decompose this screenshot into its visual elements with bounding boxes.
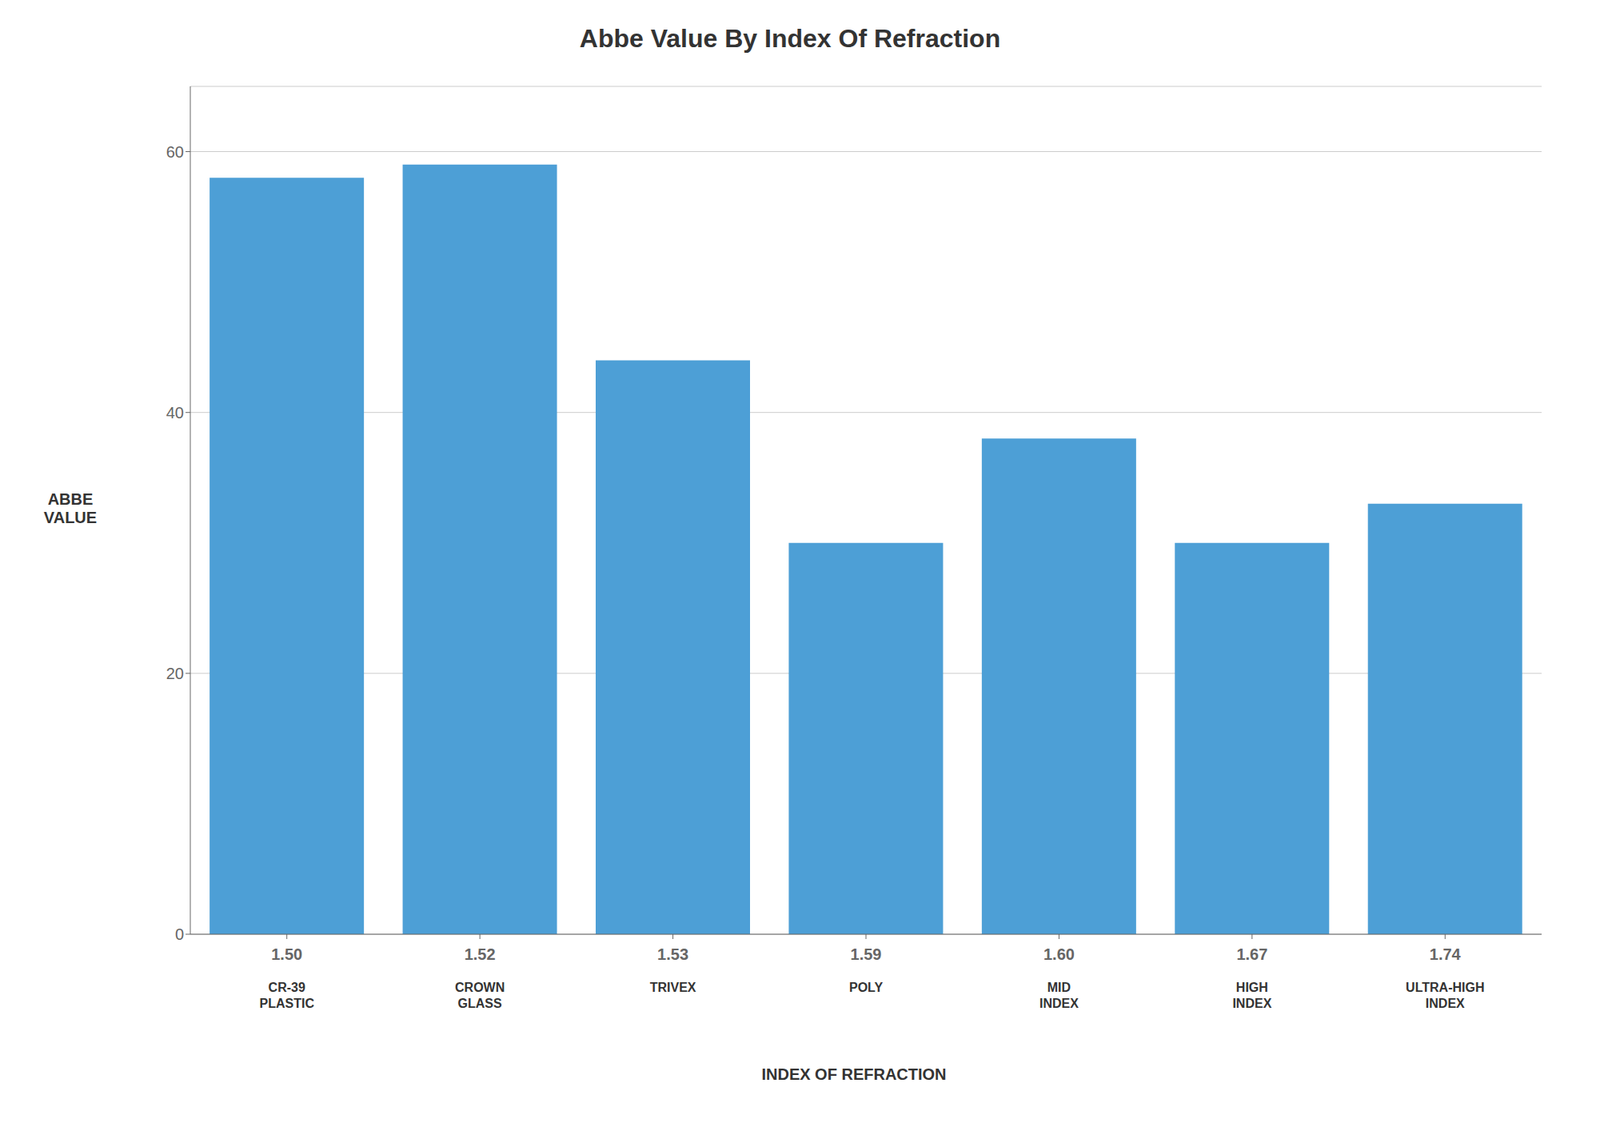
svg-text:1.59: 1.59	[850, 945, 882, 963]
svg-text:ULTRA-HIGH: ULTRA-HIGH	[1405, 980, 1485, 994]
svg-text:CROWN: CROWN	[454, 980, 505, 994]
svg-text:1.53: 1.53	[657, 945, 689, 963]
svg-text:TRIVEX: TRIVEX	[650, 980, 697, 994]
svg-text:PLASTIC: PLASTIC	[259, 996, 315, 1010]
svg-text:INDEX: INDEX	[1232, 996, 1272, 1010]
svg-text:HIGH: HIGH	[1236, 980, 1269, 994]
svg-text:1.60: 1.60	[1043, 945, 1075, 963]
html-text:ABBE VALUE: ABBE VALUE	[43, 490, 97, 527]
svg-text:1.50: 1.50	[271, 945, 303, 963]
svg-text:POLY: POLY	[849, 980, 883, 994]
html-text:Abbe Value By Index Of Refract: Abbe Value By Index Of Refraction	[579, 23, 1001, 53]
svg-text:INDEX: INDEX	[1425, 996, 1465, 1010]
svg-text:60: 60	[166, 143, 184, 161]
svg-text:GLASS: GLASS	[458, 996, 503, 1010]
html-text:INDEX OF REFRACTION: INDEX OF REFRACTION	[761, 1065, 947, 1083]
svg-text:INDEX: INDEX	[1039, 996, 1079, 1010]
svg-text:20: 20	[166, 664, 184, 683]
svg-text:1.52: 1.52	[464, 945, 496, 963]
svg-text:1.74: 1.74	[1429, 945, 1462, 963]
svg-text:1.67: 1.67	[1236, 945, 1268, 963]
svg-text:MID: MID	[1047, 980, 1071, 994]
svg-text:CR-39: CR-39	[268, 980, 306, 994]
svg-text:40: 40	[166, 403, 184, 422]
svg-text:0: 0	[175, 925, 184, 943]
